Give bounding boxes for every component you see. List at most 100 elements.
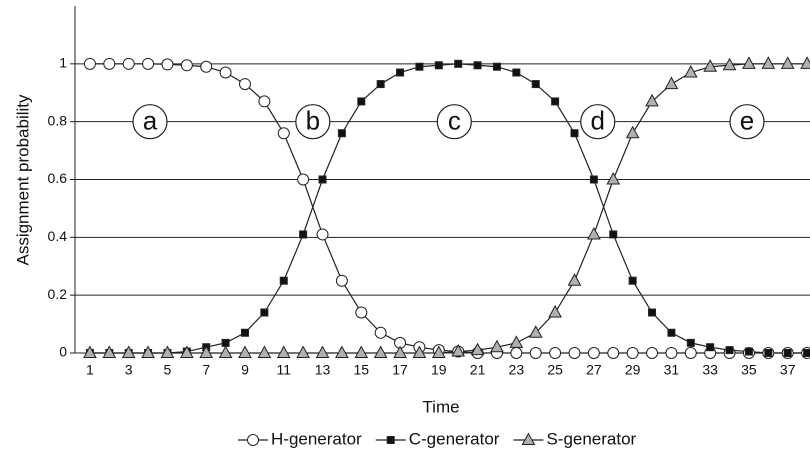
x-tick-label: 31 xyxy=(664,362,680,378)
marker xyxy=(279,276,288,285)
marker xyxy=(141,345,155,358)
annotation-label: c xyxy=(448,106,461,136)
annotation-label: d xyxy=(591,106,605,136)
marker xyxy=(607,347,620,359)
marker xyxy=(764,349,773,357)
y-axis-label: Assignment probability xyxy=(13,94,32,266)
marker xyxy=(686,338,695,347)
x-tick-label: 5 xyxy=(164,362,172,378)
marker xyxy=(587,226,601,240)
marker xyxy=(646,347,659,359)
marker xyxy=(761,56,776,69)
marker xyxy=(386,436,395,444)
marker xyxy=(628,276,637,285)
x-tick-label: 33 xyxy=(702,362,718,378)
marker xyxy=(103,57,116,70)
marker xyxy=(335,345,349,358)
annotation-label: a xyxy=(143,106,158,136)
y-tick-label: 0.4 xyxy=(48,228,68,244)
marker xyxy=(454,59,463,68)
x-tick-label: 3 xyxy=(125,362,133,378)
x-tick-label: 17 xyxy=(392,362,408,378)
x-axis-label: Time xyxy=(422,397,459,416)
x-tick-label: 13 xyxy=(315,362,331,378)
marker xyxy=(684,347,697,359)
marker xyxy=(803,349,810,357)
marker xyxy=(238,78,251,91)
marker xyxy=(510,347,523,359)
marker xyxy=(626,347,639,359)
marker xyxy=(393,345,407,358)
x-tick-label: 11 xyxy=(276,362,291,378)
marker xyxy=(548,304,562,318)
marker xyxy=(528,325,543,338)
marker xyxy=(376,80,385,89)
x-tick-label: 7 xyxy=(202,362,210,378)
marker xyxy=(665,347,678,359)
annotation-label: e xyxy=(740,106,754,136)
marker xyxy=(337,129,346,138)
marker xyxy=(238,345,252,358)
marker xyxy=(722,57,737,71)
marker xyxy=(609,230,618,239)
marker xyxy=(589,175,598,184)
marker xyxy=(396,68,405,77)
marker xyxy=(260,308,269,317)
x-tick-label: 37 xyxy=(780,362,796,378)
marker xyxy=(551,97,560,106)
marker xyxy=(780,56,795,69)
x-tick-label: 25 xyxy=(547,362,563,378)
marker xyxy=(121,345,136,358)
marker xyxy=(219,66,232,79)
y-tick-label: 0.8 xyxy=(48,112,68,128)
legend-label: H-generator xyxy=(271,429,362,448)
marker xyxy=(83,57,96,70)
marker xyxy=(247,434,259,446)
marker xyxy=(742,56,756,69)
annotation-circle xyxy=(729,104,765,140)
marker xyxy=(529,347,542,359)
marker xyxy=(509,335,524,348)
y-tick-label: 0.2 xyxy=(48,286,68,302)
marker xyxy=(335,274,348,287)
marker xyxy=(431,345,446,358)
marker xyxy=(625,125,640,139)
marker xyxy=(297,173,310,186)
marker xyxy=(357,97,366,106)
x-tick-label: 23 xyxy=(509,362,525,378)
legend: H-generator C-generator S-generator xyxy=(238,429,637,448)
marker xyxy=(355,306,368,319)
marker xyxy=(315,345,330,358)
marker xyxy=(783,349,792,357)
marker xyxy=(567,273,582,286)
marker xyxy=(83,345,97,358)
marker xyxy=(412,345,427,358)
marker xyxy=(299,230,308,239)
marker xyxy=(587,347,600,359)
x-tick-label: 27 xyxy=(586,362,602,378)
marker xyxy=(277,127,290,140)
y-tick-label: 0.6 xyxy=(48,170,68,186)
marker xyxy=(549,347,562,359)
x-tick-label: 1 xyxy=(86,362,94,378)
marker xyxy=(521,432,536,445)
marker xyxy=(415,62,424,71)
annotation-label: b xyxy=(306,106,320,136)
x-tick-label: 35 xyxy=(741,362,757,378)
marker xyxy=(570,129,579,138)
marker xyxy=(434,61,443,70)
x-tick-label: 15 xyxy=(353,362,369,378)
marker xyxy=(374,326,387,339)
legend-label: S-generator xyxy=(546,429,636,448)
marker xyxy=(703,59,718,72)
x-tick-label: 9 xyxy=(241,362,249,378)
marker xyxy=(318,175,327,184)
x-tick-label: 21 xyxy=(470,362,486,378)
marker xyxy=(257,345,272,358)
marker xyxy=(218,345,233,358)
x-tick-label: 29 xyxy=(625,362,641,378)
x-tick-label: 19 xyxy=(431,362,447,378)
marker xyxy=(490,339,504,353)
marker xyxy=(179,345,194,358)
